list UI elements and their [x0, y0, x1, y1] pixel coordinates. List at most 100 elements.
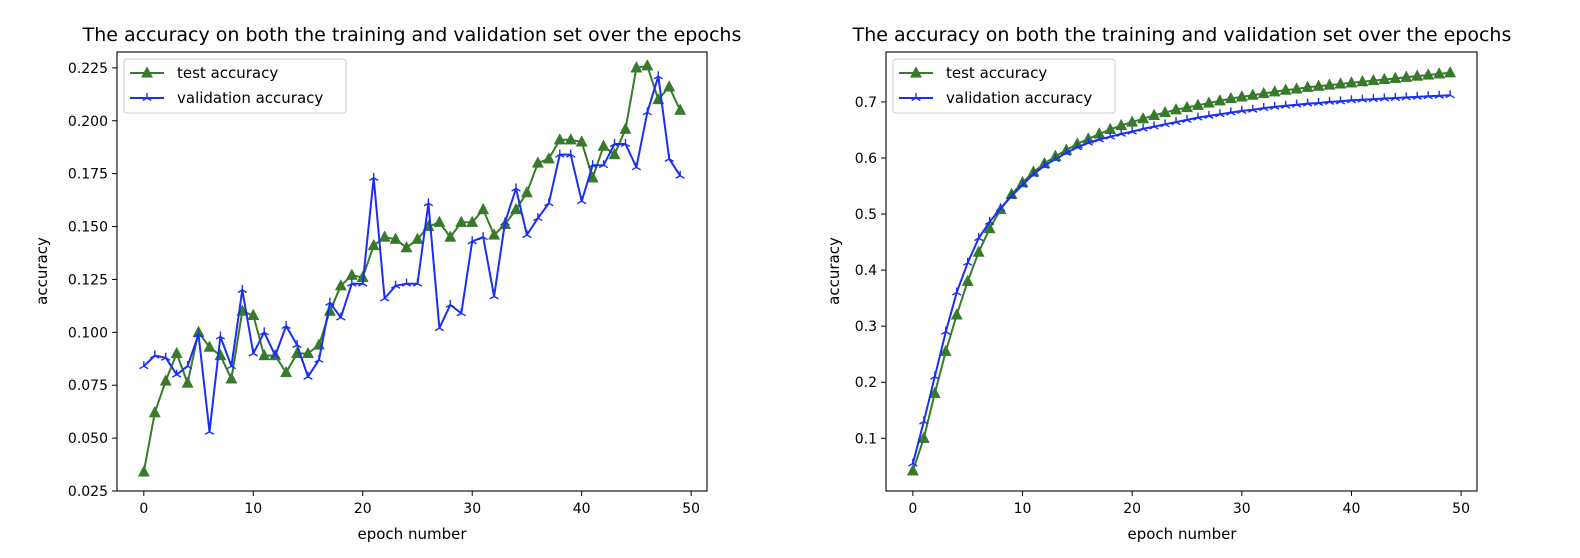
data-point-test-accuracy: [477, 202, 490, 215]
data-point-test-accuracy: [148, 405, 161, 418]
data-point-validation-accuracy-arm-2: [165, 357, 171, 361]
data-point-validation-accuracy-arm-1: [962, 262, 969, 266]
data-point-validation-accuracy: [587, 160, 598, 169]
data-point-validation-accuracy: [1138, 123, 1148, 132]
data-point-validation-accuracy-arm-1: [1401, 96, 1407, 101]
data-point-validation-accuracy-arm-1: [1094, 138, 1100, 143]
data-point-validation-accuracy-arm-2: [449, 304, 456, 308]
data-point-test-accuracy: [433, 215, 446, 227]
data-point-test-accuracy: [1137, 111, 1150, 124]
data-point-validation-accuracy-arm-2: [1131, 131, 1137, 135]
data-point-validation-accuracy: [237, 285, 248, 294]
data-point-validation-accuracy-arm-1: [995, 207, 1001, 212]
data-point-validation-accuracy-arm-1: [1105, 136, 1111, 140]
data-point-validation-accuracy-arm-2: [1274, 106, 1280, 111]
data-point-test-accuracy: [972, 245, 985, 257]
data-point-validation-accuracy-arm-1: [423, 202, 429, 207]
data-point-validation-accuracy-arm-2: [1383, 97, 1390, 102]
data-point-validation-accuracy: [1302, 98, 1313, 107]
data-point-validation-accuracy: [908, 458, 918, 467]
data-point-validation-accuracy: [576, 196, 587, 205]
data-point-test-accuracy: [137, 465, 150, 477]
data-point-validation-accuracy: [522, 230, 532, 239]
data-point-validation-accuracy: [1215, 109, 1225, 118]
data-point-validation-accuracy-arm-1: [511, 187, 517, 192]
data-point-validation-accuracy-arm-1: [1182, 119, 1188, 123]
data-point-validation-accuracy: [1083, 137, 1093, 146]
data-point-test-accuracy: [961, 274, 974, 286]
data-point-validation-accuracy-arm-1: [226, 365, 232, 370]
data-point-validation-accuracy: [653, 71, 663, 80]
data-point-validation-accuracy-arm-2: [636, 166, 642, 171]
legend-entry-test-accuracy: test accuracy: [130, 64, 278, 82]
data-point-validation-accuracy-arm-1: [292, 344, 298, 349]
y-axis-label: accuracy: [825, 237, 843, 305]
legend-marker-shape-validation-accuracy-arm-2: [146, 97, 152, 102]
data-point-validation-accuracy-arm-1: [1379, 97, 1385, 102]
data-point-validation-accuracy: [1105, 131, 1115, 140]
data-point-test-accuracy: [400, 240, 413, 253]
data-point-validation-accuracy: [1149, 121, 1159, 130]
data-point-validation-accuracy: [314, 354, 324, 363]
y-axis-ticks: 0.025 0.050 0.075 0.100 0.125 0.150 0.175 0.200…: [68, 61, 117, 500]
data-point-validation-accuracy-arm-2: [220, 335, 226, 340]
y-tick-label: 0.3: [855, 319, 877, 335]
data-point-validation-accuracy: [445, 299, 456, 308]
data-point-validation-accuracy: [325, 297, 335, 306]
legend-box: [892, 58, 1116, 114]
data-point-validation-accuracy-arm-1: [544, 202, 550, 207]
data-point-test-accuracy: [280, 365, 293, 378]
data-point-validation-accuracy: [1248, 104, 1258, 113]
legend-entry-test-accuracy: test accuracy: [899, 64, 1047, 82]
data-point-validation-accuracy-arm-1: [467, 240, 473, 245]
data-point-validation-accuracy-arm-1: [336, 316, 342, 321]
data-point-validation-accuracy-arm-2: [625, 143, 631, 148]
data-point-test-accuracy: [1422, 68, 1435, 80]
data-point-validation-accuracy: [1291, 99, 1302, 108]
legend-marker-shape-validation-accuracy: [911, 93, 921, 102]
legend-box: [123, 58, 347, 114]
data-point-validation-accuracy-arm-1: [533, 217, 539, 222]
data-point-test-accuracy: [950, 308, 963, 320]
data-point-validation-accuracy: [1423, 91, 1433, 100]
data-point-validation-accuracy-arm-2: [209, 431, 215, 435]
data-point-validation-accuracy-arm-2: [1087, 142, 1093, 146]
data-point-test-accuracy: [1345, 76, 1358, 88]
data-point-validation-accuracy-arm-2: [1208, 115, 1214, 120]
data-point-validation-accuracy-arm-1: [1445, 94, 1451, 99]
data-point-validation-accuracy-arm-1: [1335, 100, 1341, 105]
x-axis-label: epoch number: [358, 525, 468, 543]
data-point-validation-accuracy-arm-1: [576, 200, 583, 205]
data-point-validation-accuracy-arm-2: [406, 283, 412, 287]
data-point-validation-accuracy-arm-2: [537, 217, 543, 222]
data-point-test-accuracy: [531, 156, 544, 168]
legend-label-test-accuracy: test accuracy: [177, 64, 278, 82]
data-point-validation-accuracy-arm-1: [182, 365, 188, 370]
x-axis-label: epoch number: [1128, 525, 1238, 543]
data-point-test-accuracy: [411, 232, 424, 244]
legend-label-validation-accuracy: validation accuracy: [177, 89, 323, 107]
data-point-validation-accuracy-arm-2: [143, 365, 149, 370]
x-tick-label: 40: [573, 501, 591, 517]
y-tick-label: 0.100: [68, 325, 108, 341]
data-point-validation-accuracy-arm-2: [274, 354, 280, 359]
legend-marker-validation-accuracy: [142, 93, 152, 102]
data-point-validation-accuracy-arm-2: [515, 187, 521, 192]
x-tick-label: 30: [463, 501, 481, 517]
data-point-validation-accuracy-arm-2: [614, 143, 620, 148]
data-point-validation-accuracy-arm-1: [139, 365, 145, 370]
data-point-validation-accuracy-arm-1: [1237, 110, 1243, 114]
data-point-test-accuracy: [641, 59, 654, 71]
data-point-validation-accuracy-arm-1: [358, 283, 364, 287]
data-point-validation-accuracy-arm-2: [1033, 173, 1039, 178]
data-point-validation-accuracy-arm-1: [1050, 158, 1056, 163]
legend-marker-shape-test-accuracy: [910, 66, 922, 78]
y-tick-label: 0.5: [855, 207, 877, 223]
y-tick-label: 0.1: [855, 431, 877, 447]
data-point-test-accuracy: [389, 232, 402, 244]
data-point-validation-accuracy-arm-1: [248, 352, 254, 357]
data-point-test-accuracy: [1323, 78, 1336, 90]
data-point-validation-accuracy-arm-1: [1226, 111, 1232, 116]
x-tick-label: 0: [139, 501, 148, 517]
